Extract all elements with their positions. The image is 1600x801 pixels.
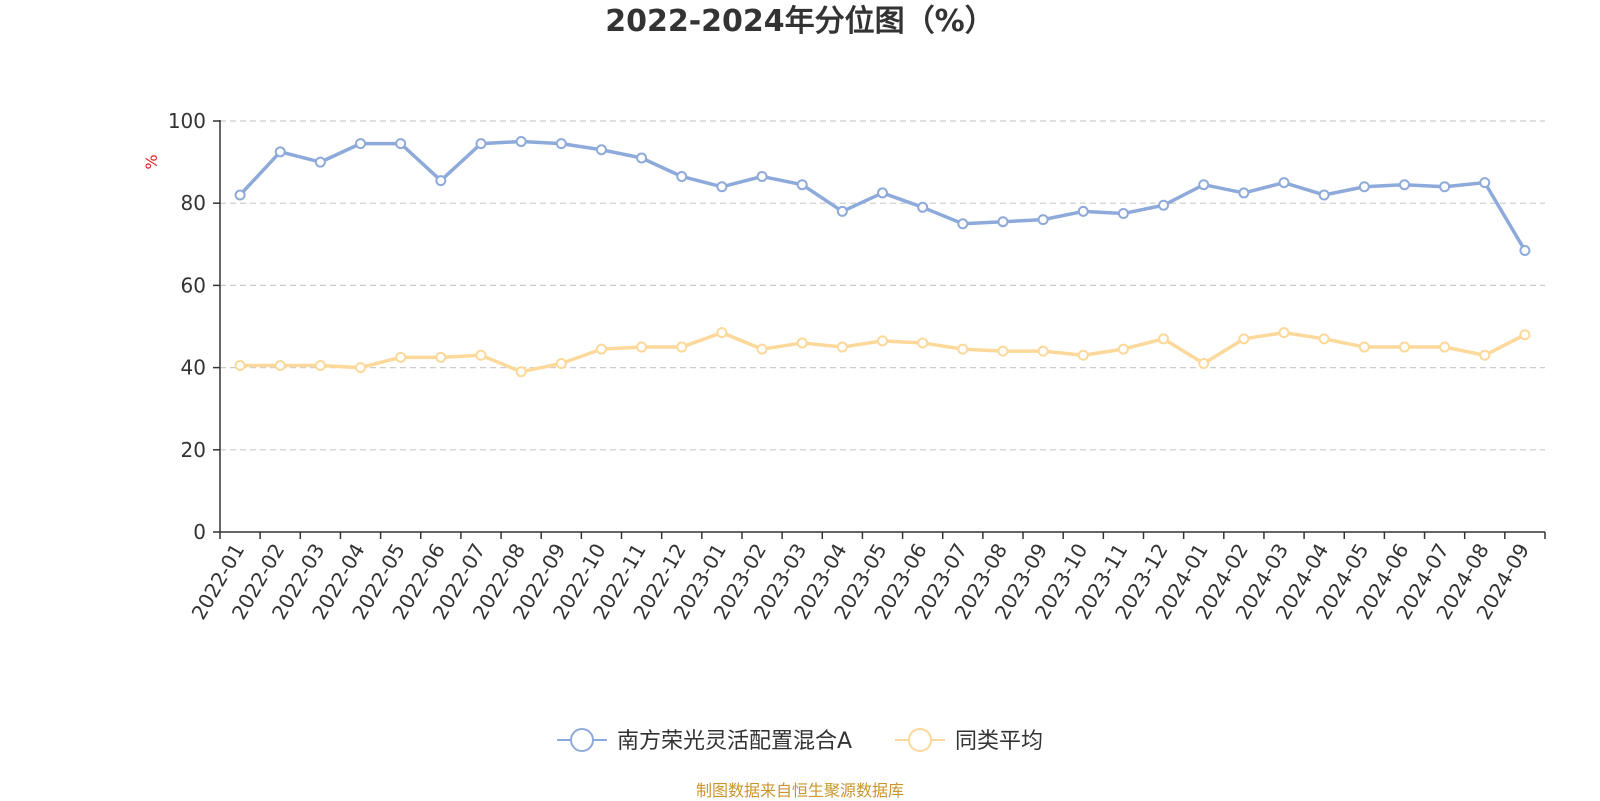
data-point[interactable] bbox=[796, 337, 808, 349]
data-point[interactable] bbox=[636, 341, 648, 353]
data-point[interactable] bbox=[1479, 349, 1491, 361]
legend-item[interactable]: 同类平均 bbox=[895, 728, 1043, 754]
data-point[interactable] bbox=[1198, 357, 1210, 369]
data-point[interactable] bbox=[475, 138, 487, 150]
data-point[interactable] bbox=[917, 337, 929, 349]
source-note: 制图数据来自恒生聚源数据库 bbox=[695, 781, 904, 800]
data-point[interactable] bbox=[1077, 205, 1089, 217]
data-point[interactable] bbox=[1318, 333, 1330, 345]
data-point[interactable] bbox=[515, 136, 527, 148]
data-point[interactable] bbox=[274, 146, 286, 158]
data-point[interactable] bbox=[917, 201, 929, 213]
y-tick-label: 80 bbox=[181, 191, 206, 215]
data-point[interactable] bbox=[1439, 181, 1451, 193]
y-tick-label: 60 bbox=[181, 273, 206, 297]
data-point[interactable] bbox=[1117, 207, 1129, 219]
data-point[interactable] bbox=[1519, 244, 1531, 256]
data-point[interactable] bbox=[475, 349, 487, 361]
data-point[interactable] bbox=[314, 360, 326, 372]
data-point[interactable] bbox=[435, 175, 447, 187]
data-point[interactable] bbox=[1479, 177, 1491, 189]
data-point[interactable] bbox=[1398, 341, 1410, 353]
legend-item[interactable]: 南方荣光灵活配置混合A bbox=[557, 728, 852, 754]
legend[interactable]: 南方荣光灵活配置混合A 同类平均 bbox=[557, 728, 1043, 754]
data-point[interactable] bbox=[716, 181, 728, 193]
data-point[interactable] bbox=[395, 138, 407, 150]
data-point[interactable] bbox=[555, 138, 567, 150]
data-point[interactable] bbox=[515, 366, 527, 378]
data-point[interactable] bbox=[957, 343, 969, 355]
data-point[interactable] bbox=[997, 345, 1009, 357]
data-point[interactable] bbox=[1037, 345, 1049, 357]
data-point[interactable] bbox=[314, 156, 326, 168]
data-point[interactable] bbox=[274, 360, 286, 372]
data-point[interactable] bbox=[957, 218, 969, 230]
data-point[interactable] bbox=[756, 343, 768, 355]
data-point[interactable] bbox=[636, 152, 648, 164]
legend-label: 南方荣光灵活配置混合A bbox=[617, 729, 852, 754]
data-point[interactable] bbox=[877, 335, 888, 347]
y-tick-label: 100 bbox=[168, 109, 206, 133]
axes: 0204060801002022-012022-022022-032022-04… bbox=[168, 109, 1546, 624]
data-point[interactable] bbox=[234, 360, 246, 372]
data-point[interactable] bbox=[1358, 181, 1370, 193]
legend-marker bbox=[908, 728, 932, 752]
data-point[interactable] bbox=[355, 362, 367, 374]
y-tick-label: 40 bbox=[181, 356, 206, 380]
chart-title: 2022-2024年分位图（%） bbox=[605, 4, 995, 39]
data-point[interactable] bbox=[1318, 189, 1330, 201]
data-point[interactable] bbox=[1037, 214, 1049, 226]
data-point[interactable] bbox=[716, 327, 728, 339]
data-point[interactable] bbox=[836, 341, 848, 353]
data-point[interactable] bbox=[1358, 341, 1370, 353]
data-point[interactable] bbox=[1398, 179, 1410, 191]
data-point[interactable] bbox=[435, 351, 447, 363]
data-point[interactable] bbox=[1117, 343, 1129, 355]
legend-label: 同类平均 bbox=[955, 729, 1043, 754]
data-point[interactable] bbox=[1439, 341, 1451, 353]
legend-marker bbox=[570, 728, 594, 752]
data-point[interactable] bbox=[1198, 179, 1210, 191]
series-group bbox=[234, 136, 1531, 378]
data-point[interactable] bbox=[1158, 333, 1170, 345]
data-point[interactable] bbox=[676, 170, 688, 182]
data-point[interactable] bbox=[1278, 327, 1290, 339]
data-point[interactable] bbox=[555, 357, 567, 369]
data-point[interactable] bbox=[1519, 329, 1531, 341]
data-point[interactable] bbox=[997, 216, 1009, 228]
data-point[interactable] bbox=[1158, 199, 1170, 211]
data-point[interactable] bbox=[595, 343, 607, 355]
data-point[interactable] bbox=[595, 144, 607, 156]
data-point[interactable] bbox=[1238, 187, 1250, 199]
data-point[interactable] bbox=[1077, 349, 1089, 361]
y-tick-label: 0 bbox=[193, 520, 206, 544]
data-point[interactable] bbox=[756, 170, 768, 182]
data-point[interactable] bbox=[836, 205, 848, 217]
y-axis-label: % bbox=[142, 154, 161, 169]
data-point[interactable] bbox=[1278, 177, 1290, 189]
grid-lines bbox=[220, 120, 1545, 451]
data-point[interactable] bbox=[1238, 333, 1250, 345]
series-2 bbox=[234, 327, 1531, 378]
data-point[interactable] bbox=[877, 187, 888, 199]
y-tick-label: 20 bbox=[181, 438, 206, 462]
data-point[interactable] bbox=[796, 179, 808, 191]
data-point[interactable] bbox=[355, 138, 367, 150]
data-point[interactable] bbox=[676, 341, 688, 353]
data-point[interactable] bbox=[234, 189, 246, 201]
data-point[interactable] bbox=[395, 351, 407, 363]
series-1 bbox=[234, 136, 1531, 256]
